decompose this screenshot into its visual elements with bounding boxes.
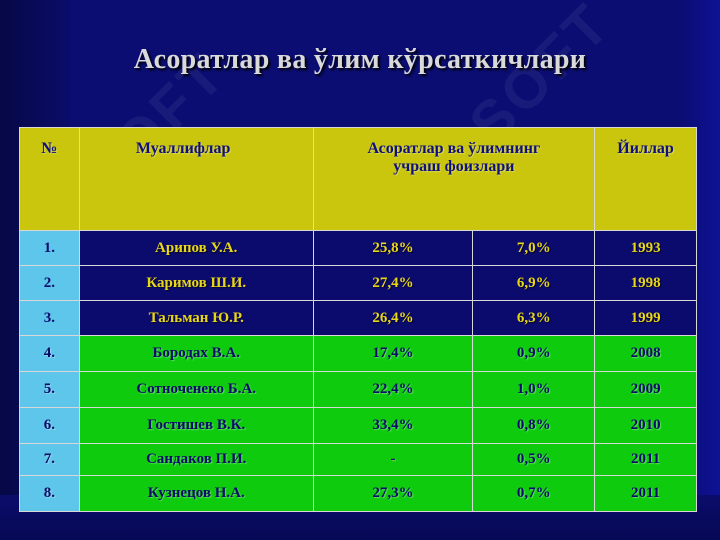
row-number: 6. [19,407,80,444]
row-mortality: 0,8% [472,407,596,444]
row-mortality: 0,7% [472,475,596,512]
row-mortality: 1,0% [472,371,596,408]
row-year: 2010 [594,407,697,444]
row-complications: - [312,443,474,476]
row-complications: 26,4% [312,300,474,336]
header-rates: Асоратлар ва ўлимнинг учраш фоизлари [312,127,596,231]
row-number: 7. [19,443,80,476]
row-year: 1993 [594,230,697,266]
header-number: № [19,127,80,231]
header-authors: Муаллифлар [78,127,314,231]
row-author: Арипов У.А. [78,230,314,266]
row-year: 1998 [594,265,697,301]
table-row: 3. Тальман Ю.Р. 26,4% 6,3% 1999 [19,300,697,336]
table-header-row: № Муаллифлар Асоратлар ва ўлимнинг учраш… [19,127,697,231]
row-author: Сандаков П.И. [78,443,314,476]
row-year: 2008 [594,335,697,372]
row-number: 8. [19,475,80,512]
row-mortality: 6,9% [472,265,596,301]
slide-title: Асоратлар ва ўлим кўрсаткичлари [133,44,587,75]
row-complications: 33,4% [312,407,474,444]
row-author: Тальман Ю.Р. [78,300,314,336]
row-complications: 27,3% [312,475,474,512]
row-mortality: 7,0% [472,230,596,266]
table-row: 4. Бородах В.А. 17,4% 0,9% 2008 [19,335,697,372]
row-complications: 17,4% [312,335,474,372]
row-author: Сотноченеко Б.А. [78,371,314,408]
row-complications: 22,4% [312,371,474,408]
row-number: 4. [19,335,80,372]
row-complications: 25,8% [312,230,474,266]
table-row: 6. Гостишев В.К. 33,4% 0,8% 2010 [19,407,697,444]
row-number: 1. [19,230,80,266]
table-row: 1. Арипов У.А. 25,8% 7,0% 1993 [19,230,697,266]
table-row: 7. Сандаков П.И. - 0,5% 2011 [19,443,697,476]
table-row: 2. Каримов Ш.И. 27,4% 6,9% 1998 [19,265,697,301]
row-number: 3. [19,300,80,336]
row-author: Кузнецов Н.А. [78,475,314,512]
row-mortality: 6,3% [472,300,596,336]
row-year: 2011 [594,475,697,512]
statistics-table: № Муаллифлар Асоратлар ва ўлимнинг учраш… [19,127,697,512]
row-author: Каримов Ш.И. [78,265,314,301]
table-row: 8. Кузнецов Н.А. 27,3% 0,7% 2011 [19,475,697,512]
row-author: Бородах В.А. [78,335,314,372]
table-row: 5. Сотноченеко Б.А. 22,4% 1,0% 2009 [19,371,697,408]
row-mortality: 0,5% [472,443,596,476]
row-number: 2. [19,265,80,301]
row-author: Гостишев В.К. [78,407,314,444]
row-year: 2011 [594,443,697,476]
row-mortality: 0,9% [472,335,596,372]
header-years: Йиллар [594,127,697,231]
row-number: 5. [19,371,80,408]
row-year: 2009 [594,371,697,408]
row-complications: 27,4% [312,265,474,301]
row-year: 1999 [594,300,697,336]
